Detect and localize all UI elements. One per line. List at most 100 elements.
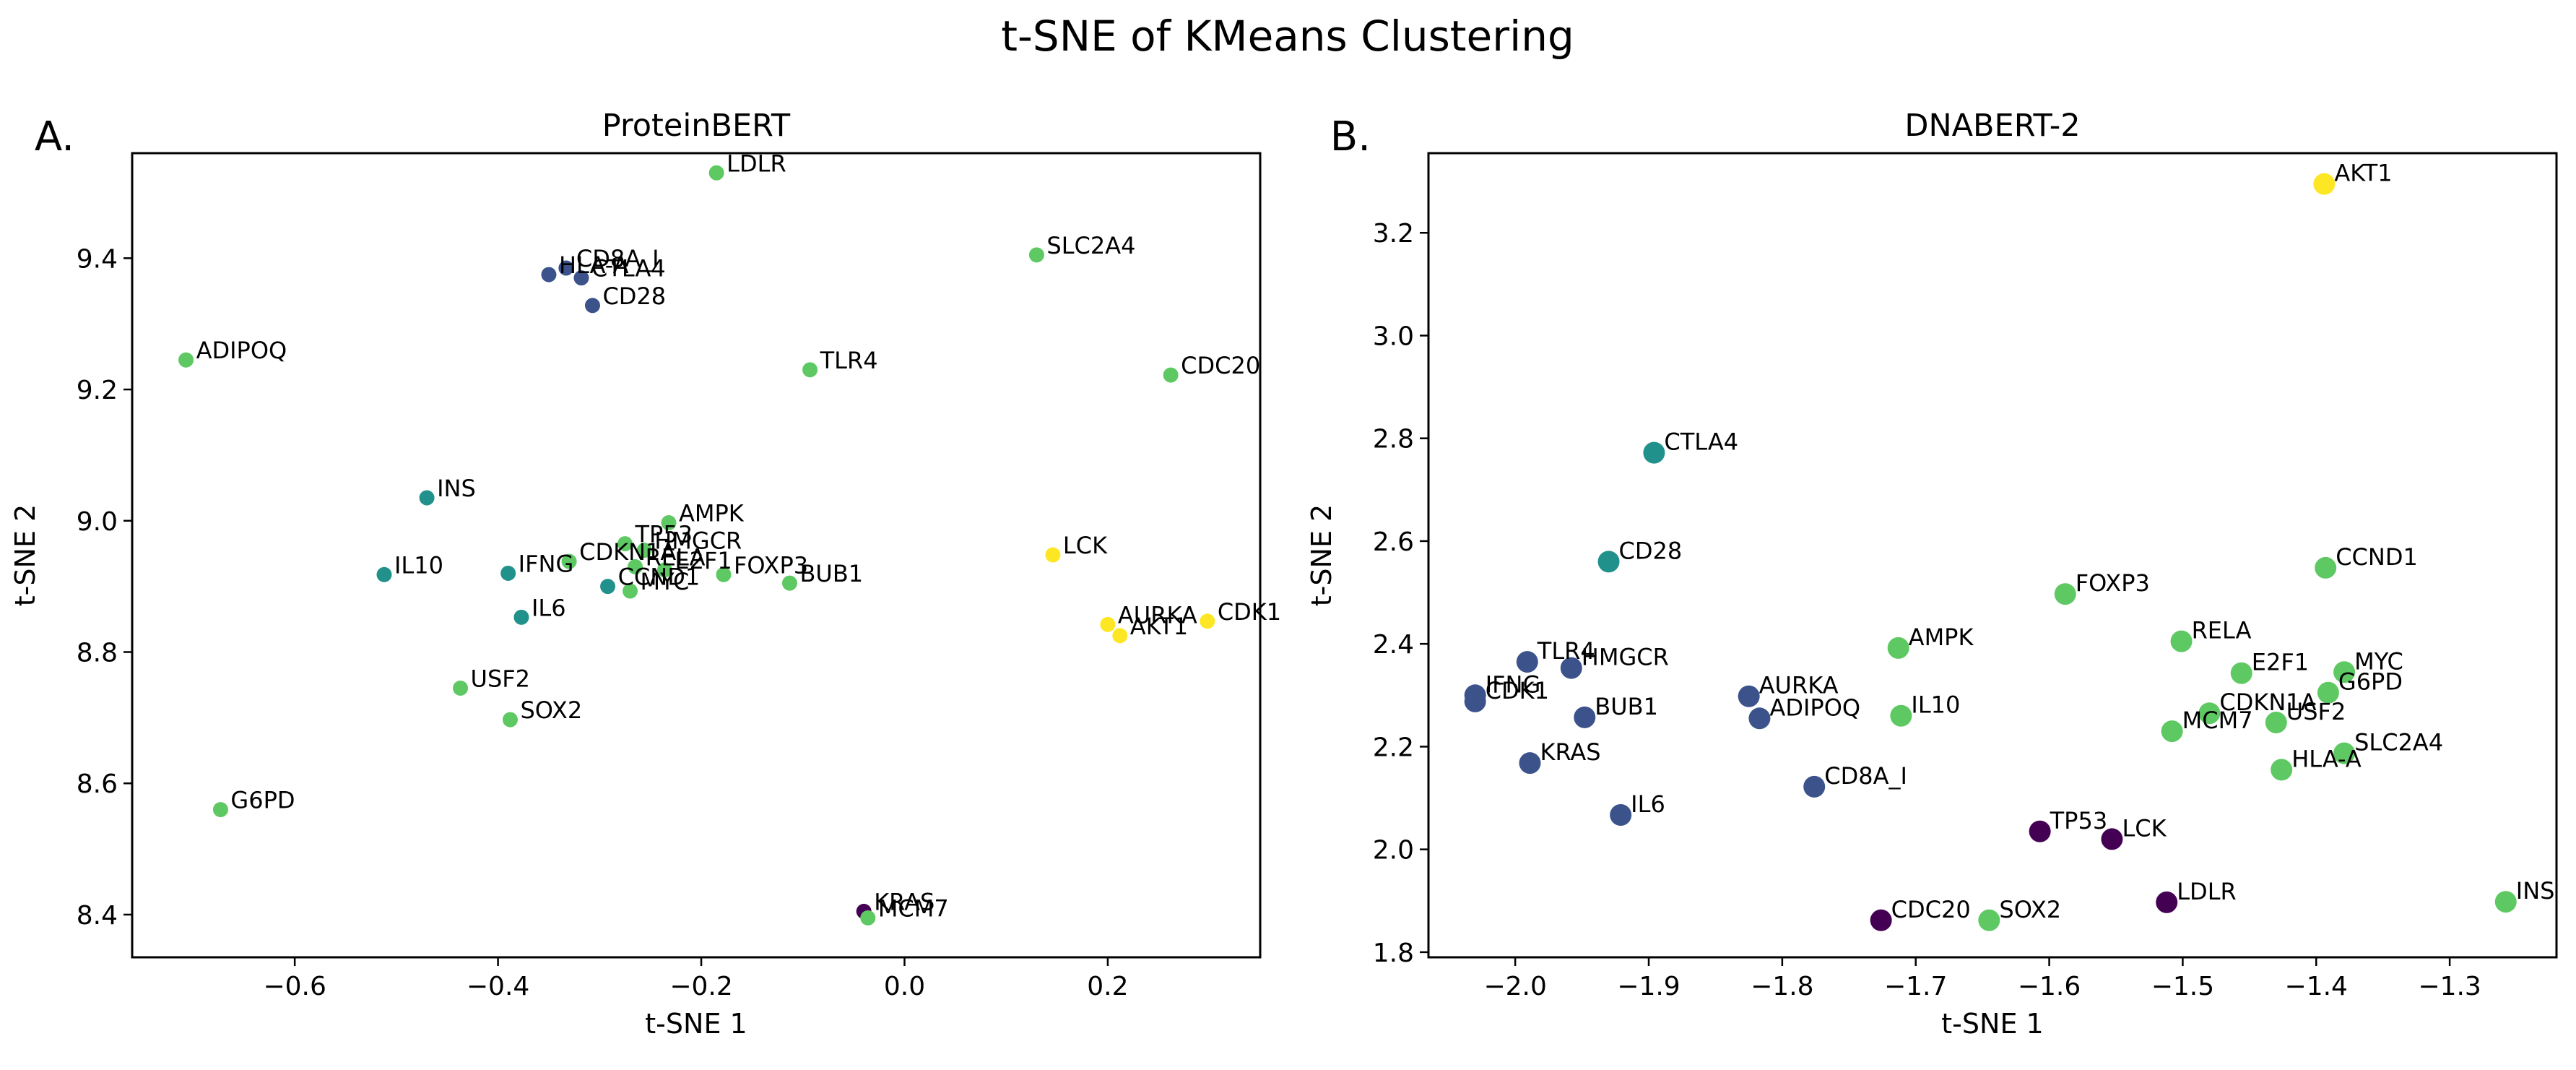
- scatter-point: [1519, 752, 1541, 775]
- point-label: CCND1: [618, 564, 701, 591]
- point-label: FOXP3: [2076, 569, 2150, 597]
- point-label: ADIPOQ: [196, 337, 287, 364]
- scatter-point: [573, 270, 589, 286]
- y-tick-label: 8.6: [77, 769, 118, 799]
- scatter-point: [1516, 651, 1538, 673]
- y-tick-label: 2.4: [1373, 630, 1414, 660]
- point-label: MYC: [2354, 647, 2403, 675]
- point-label: CD8A_I: [1824, 762, 1907, 790]
- y-tick-label: 9.4: [77, 244, 118, 274]
- y-tick-label: 3.2: [1373, 219, 1414, 249]
- point-label: HMGCR: [1582, 644, 1669, 671]
- point-label: CDK1: [1486, 677, 1549, 704]
- scatter-point: [2315, 556, 2337, 579]
- scatter-point: [2333, 742, 2356, 764]
- point-label: CTLA4: [591, 255, 666, 282]
- scatter-point: [419, 490, 435, 506]
- point-label: CDC20: [1891, 896, 1971, 923]
- scatter-point: [2230, 662, 2252, 684]
- point-label: INS: [2516, 877, 2555, 905]
- point-label: CDKN1A: [2219, 689, 2316, 716]
- point-label: CDK1: [1218, 598, 1281, 626]
- point-label: E2F1: [675, 547, 732, 574]
- point-label: INS: [437, 475, 476, 502]
- scatter-point: [2198, 702, 2221, 725]
- point-label: MYC: [641, 568, 690, 595]
- x-tick-label: −1.6: [2018, 972, 2081, 1001]
- point-label: USF2: [2286, 698, 2346, 725]
- axes-frame: [131, 152, 1262, 959]
- scatter-point: [2029, 820, 2051, 842]
- scatter-point: [584, 298, 600, 314]
- panel-title: DNABERT-2: [1904, 108, 2080, 144]
- point-label: TLR4: [820, 347, 878, 374]
- scatter-point: [661, 515, 677, 531]
- point-label: CDC20: [1181, 352, 1260, 379]
- scatter-point: [2170, 630, 2193, 652]
- point-label: BUB1: [799, 560, 863, 587]
- scatter-point: [636, 543, 652, 558]
- point-label: TP53: [2050, 807, 2108, 834]
- x-tick-label: −1.9: [1617, 972, 1680, 1001]
- scatter-point: [513, 609, 529, 625]
- point-label: IL6: [532, 594, 566, 621]
- y-tick-label: 2.8: [1373, 425, 1414, 454]
- point-label: CD28: [1619, 537, 1683, 564]
- scatter-point: [1870, 909, 1892, 931]
- scatter-point: [1738, 685, 1760, 707]
- figure-title: t-SNE of KMeans Clustering: [1001, 12, 1574, 61]
- scatter-point: [2265, 711, 2287, 733]
- point-label: TP53: [634, 521, 693, 548]
- panel-proteinbert: ProteinBERTA.LDLRSLC2A4CD8A_IHLA-ACTLA4C…: [9, 108, 1281, 1040]
- panel-title: ProteinBERT: [602, 108, 791, 144]
- scatter-point: [1163, 367, 1179, 383]
- scatter-point: [617, 536, 633, 552]
- point-label: SLC2A4: [1046, 232, 1135, 259]
- point-label: AMPK: [1909, 624, 1974, 651]
- y-axis-label: t-SNE 2: [9, 504, 41, 606]
- panel-letter: B.: [1330, 113, 1371, 160]
- scatter-point: [628, 558, 643, 574]
- scatter-point: [1112, 628, 1128, 644]
- point-label: FOXP3: [734, 551, 808, 579]
- point-label: HLA-A: [559, 251, 629, 279]
- x-tick-label: −1.7: [1884, 972, 1947, 1001]
- scatter-point: [1045, 547, 1061, 563]
- x-tick-label: −1.4: [2285, 972, 2348, 1001]
- y-tick-label: 2.0: [1373, 836, 1414, 866]
- scatter-point: [541, 267, 557, 282]
- x-tick-label: −1.8: [1751, 972, 1813, 1001]
- scatter-point: [212, 802, 228, 818]
- scatter-point: [2317, 681, 2339, 704]
- scatter-point: [656, 562, 672, 578]
- scatter-point: [2101, 828, 2123, 850]
- scatter-point: [781, 575, 797, 591]
- point-label: HLA-A: [2291, 745, 2362, 772]
- point-label: BUB1: [1595, 693, 1658, 720]
- x-tick-label: −1.5: [2151, 972, 2214, 1001]
- x-axis-label: t-SNE 1: [1941, 1008, 2043, 1040]
- scatter-point: [1887, 637, 1909, 659]
- point-label: IFNG: [519, 550, 574, 577]
- point-label: IL6: [1631, 790, 1665, 818]
- scatter-point: [561, 553, 577, 569]
- scatter-point: [1597, 551, 1620, 573]
- y-tick-label: 2.6: [1373, 527, 1414, 557]
- x-tick-label: 0.2: [1087, 972, 1128, 1001]
- point-label: CD8A_I: [576, 245, 659, 272]
- y-tick-label: 8.8: [77, 639, 118, 668]
- point-label: LCK: [1063, 532, 1108, 559]
- y-tick-label: 3.0: [1373, 322, 1414, 351]
- point-label: TLR4: [1537, 637, 1595, 665]
- scatter-point: [500, 565, 516, 581]
- y-axis-label: t-SNE 2: [1306, 504, 1337, 606]
- panel-dnabert2: DNABERT-2 B. AKT1 CTLA4 CD28 CCND1 FOXP3 RELA AM…: [1306, 108, 2558, 1040]
- point-label: LCK: [2122, 814, 2167, 842]
- x-axis-label: t-SNE 1: [645, 1008, 747, 1040]
- x-tick-label: 0.0: [884, 972, 925, 1001]
- x-tick-label: −0.4: [467, 972, 529, 1001]
- scatter-point: [716, 566, 732, 582]
- scatter-point: [453, 680, 469, 696]
- point-label: AURKA: [1759, 672, 1839, 699]
